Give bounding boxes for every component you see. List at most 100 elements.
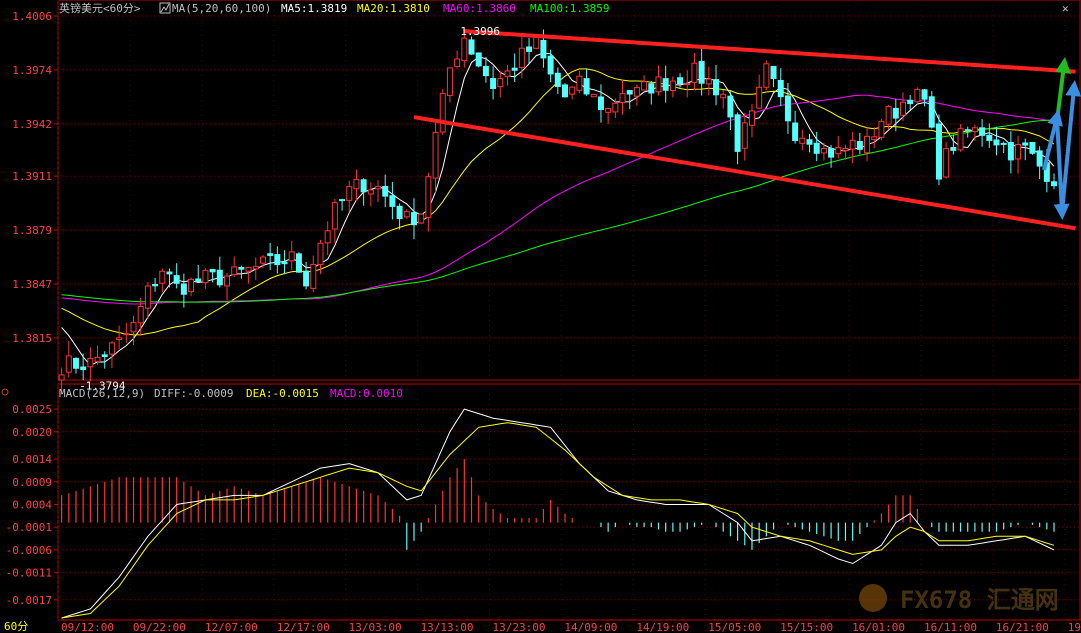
candle-body [957, 128, 964, 151]
macd-axis: 0.0025 0.0020 0.0014 0.0009 0.0004 -0.0001 -0.… [6, 403, 58, 607]
candle-body [72, 357, 79, 369]
candle-body [813, 142, 820, 154]
candle-body [892, 107, 899, 119]
macd-tick-label: -0.0006 [6, 544, 52, 557]
candle [346, 180, 353, 213]
candle [691, 52, 698, 90]
candle [180, 273, 187, 308]
candle [202, 268, 209, 289]
candle-body [641, 81, 648, 91]
candle [943, 141, 950, 179]
candle [914, 87, 921, 105]
candle [648, 81, 655, 105]
candle [892, 98, 899, 132]
candle [403, 209, 410, 219]
candle-body [410, 212, 417, 226]
time-tick-label: 09/22:00 [133, 621, 186, 633]
candle [864, 127, 871, 162]
candlestick-series[interactable] [58, 29, 1058, 395]
candle [806, 133, 813, 153]
candle [792, 110, 799, 144]
symbol-title: 英镑美元<60分> [59, 1, 141, 15]
candle-body [727, 95, 734, 118]
candle [288, 240, 295, 270]
candle [490, 66, 497, 100]
candle-body [741, 122, 748, 149]
candle [303, 261, 310, 290]
candle [267, 242, 274, 270]
candle [756, 74, 763, 109]
ma60-line [61, 94, 1055, 305]
candle-body [964, 129, 971, 132]
candle-body [720, 93, 727, 99]
candle-body [324, 230, 331, 244]
price-legend: 英镑美元<60分> MA(5,20,60,100) MA5:1.3819 MA2… [59, 1, 1069, 15]
candle-body [619, 93, 626, 104]
candle [1015, 135, 1022, 174]
candle-body [597, 96, 604, 111]
candle [252, 257, 259, 281]
candle [820, 142, 827, 161]
candle [928, 91, 935, 129]
ma20-value: MA20:1.3810 [357, 2, 430, 15]
time-tick-label: 12/07:00 [205, 621, 258, 633]
ma-toggle-icon[interactable] [159, 2, 171, 14]
candle [159, 268, 166, 293]
candle [612, 98, 619, 119]
candle-body [303, 270, 310, 287]
candle [339, 198, 346, 211]
candle-body [777, 79, 784, 98]
candle-body [58, 374, 65, 381]
candle [986, 123, 993, 148]
macd-histogram[interactable] [60, 459, 1055, 550]
candle [677, 73, 684, 88]
candle [1036, 146, 1043, 180]
candle [935, 114, 942, 186]
candle-body [101, 354, 108, 357]
candle [238, 265, 245, 279]
macd-tick-label: 0.0004 [12, 498, 52, 511]
candle-body [806, 139, 813, 145]
watermark-logo-icon [859, 584, 887, 612]
candle-body [375, 186, 382, 190]
candle [569, 85, 576, 100]
candle-body [454, 58, 461, 67]
candle [152, 277, 159, 292]
settings-icon[interactable] [1, 388, 9, 396]
candle-body [382, 186, 389, 197]
price-tick-label: 1.3879 [12, 224, 52, 237]
candle-body [152, 283, 159, 287]
candle [590, 93, 597, 98]
candle-body [907, 99, 914, 105]
candle-body [339, 199, 346, 202]
candle-body [784, 95, 791, 122]
candle-body [367, 189, 374, 195]
candle-body [252, 265, 259, 270]
period-label[interactable]: 60分 [4, 620, 28, 633]
candle-body [878, 120, 885, 138]
candle-body [130, 321, 137, 333]
candle-body [921, 89, 928, 100]
close-icon[interactable]: ✕ [1062, 2, 1069, 15]
ma100-value: MA100:1.3859 [530, 2, 609, 15]
trendline [413, 115, 1076, 231]
candle [633, 84, 640, 106]
candle-body [993, 139, 1000, 146]
candle [856, 132, 863, 155]
candle-body [554, 72, 561, 87]
candle [274, 246, 281, 274]
candle [662, 65, 669, 103]
price-extreme-label: -1.3794 [79, 379, 126, 392]
candle [295, 252, 302, 273]
down-arrow-blue [1053, 117, 1070, 220]
candle-body [734, 114, 741, 152]
diff-value: DIFF:-0.0009 [154, 387, 233, 400]
price-grid [57, 0, 1080, 380]
candle [849, 131, 856, 164]
candle [828, 144, 835, 168]
candle [410, 198, 417, 240]
macd-tick-label: 0.0025 [12, 403, 52, 416]
candle [80, 353, 87, 381]
candle-body [713, 79, 720, 96]
